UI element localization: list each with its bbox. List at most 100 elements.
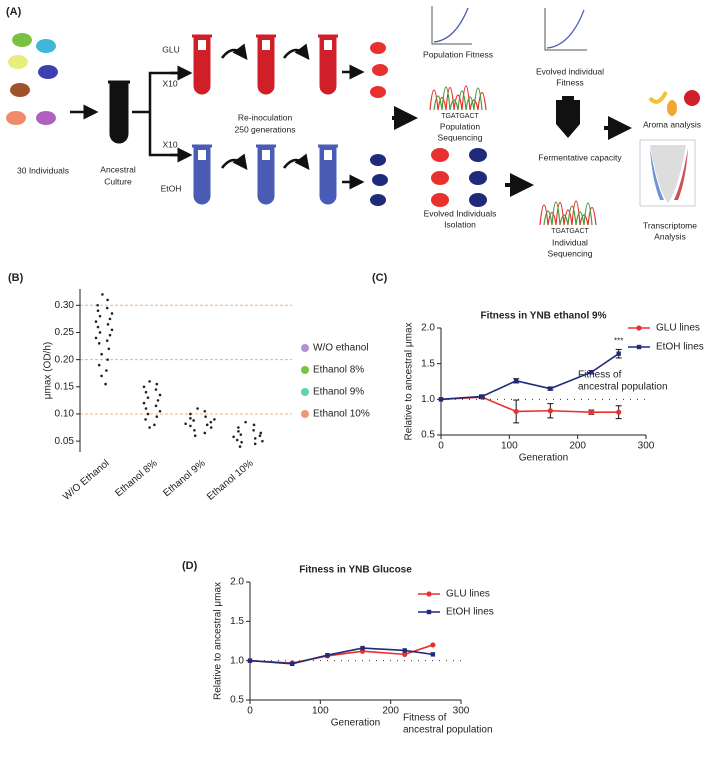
y-tick-label: 0.5 [421, 430, 435, 441]
legend-label: GLU lines [656, 323, 700, 334]
isolation-label: Evolved Individuals [424, 208, 497, 218]
x-axis-label: Generation [331, 718, 380, 729]
x-tick-label: W/O Ethanol [61, 458, 112, 503]
branch-name: EtOH [161, 183, 182, 193]
transcriptome: Transcriptome [643, 220, 697, 230]
data-point [98, 331, 102, 334]
data-point [146, 412, 150, 416]
data-point [204, 415, 207, 418]
y-tick-label: 1.5 [421, 358, 435, 369]
data-point [100, 352, 103, 356]
chart-title: Fitness in YNB ethanol 9% [481, 311, 607, 322]
data-point [144, 418, 147, 421]
chromatogram [539, 200, 597, 226]
reinoculation-label: 250 generations [235, 124, 296, 134]
data-point [94, 336, 98, 340]
panel-label: (D) [182, 560, 198, 572]
legend-label: GLU lines [446, 589, 490, 600]
data-point [94, 320, 98, 323]
data-point [203, 431, 207, 435]
data-point [96, 304, 99, 307]
data-point [97, 363, 101, 367]
legend-swatch [301, 410, 309, 418]
y-tick-label: 0.10 [55, 409, 75, 420]
data-point [148, 380, 151, 383]
reference-label: Fitness of [578, 370, 622, 381]
fork [132, 71, 186, 157]
data-point [104, 382, 107, 386]
start-label: 30 Individuals [17, 165, 69, 175]
data-point [479, 394, 485, 399]
y-tick-label: 0.25 [55, 327, 75, 338]
aroma: Aroma analysis [643, 119, 701, 129]
data-point [189, 412, 192, 416]
x-tick-label: Ethanol 10% [205, 458, 256, 503]
data-point [156, 399, 160, 402]
legend-label: EtOH lines [446, 607, 494, 618]
chart-title: Fitness in YNB Glucose [299, 565, 412, 576]
fermenter [556, 96, 580, 138]
data-point [146, 396, 150, 399]
data-point [189, 424, 192, 428]
x-tick-label: 300 [638, 441, 655, 452]
data-point [402, 651, 408, 657]
fitness-icon [544, 8, 587, 51]
x-tick-label: 300 [453, 706, 470, 717]
x-tick-label: 100 [312, 706, 329, 717]
x-axis-label: Generation [519, 453, 568, 464]
data-point [154, 388, 158, 391]
data-point [189, 417, 192, 420]
data-point [253, 437, 257, 440]
legend-marker [636, 344, 642, 350]
population-fitness: Population Fitness [423, 49, 493, 59]
data-point [144, 407, 148, 410]
x-tick-label: 200 [382, 706, 399, 717]
y-tick-label: 0.20 [55, 354, 75, 365]
chromatogram [543, 201, 593, 226]
legend-label: EtOH lines [656, 342, 704, 353]
volcano-plot [639, 139, 696, 207]
fermentative: Fermentative capacity [538, 152, 622, 162]
evolved-fitness: Fitness [556, 77, 583, 87]
data-point [244, 420, 247, 424]
data-point [154, 404, 158, 408]
data-point [430, 652, 436, 657]
y-tick-label: 0.15 [55, 381, 75, 392]
legend-swatch [301, 366, 309, 374]
y-axis-label: μmax (OD/h) [43, 342, 54, 399]
ancestor-label: Ancestral [100, 164, 136, 174]
reference-label: ancestral population [578, 382, 668, 393]
x-tick-label: 0 [247, 706, 253, 717]
fitness-curve [546, 9, 585, 49]
yeast-cells [6, 33, 58, 125]
y-tick-label: 0.5 [230, 695, 244, 706]
ancestor-label: Culture [104, 176, 132, 186]
y-tick-label: 0.30 [55, 300, 75, 311]
data-point [106, 323, 110, 326]
legend-label: Ethanol 10% [313, 409, 370, 420]
sequence: TGATGACT [441, 113, 479, 120]
data-point [142, 385, 146, 389]
data-point [589, 370, 594, 375]
data-point [253, 442, 257, 446]
data-point [238, 445, 242, 448]
data-point [110, 312, 114, 315]
data-point [237, 430, 240, 433]
y-tick-label: 1.5 [230, 616, 244, 627]
data-point [261, 439, 264, 443]
isolation-label: Isolation [444, 219, 476, 229]
legend-label: Ethanol 8% [313, 365, 364, 376]
chromatogram [429, 85, 487, 111]
legend-label: W/O ethanol [313, 343, 369, 354]
data-point [193, 428, 196, 432]
data-point [196, 407, 199, 410]
series-line [440, 353, 620, 401]
chromatogram [433, 86, 483, 111]
legend-swatch [301, 344, 309, 352]
data-point [110, 328, 114, 332]
x-tick-label: 100 [501, 441, 518, 452]
data-point [105, 306, 109, 310]
data-point [142, 401, 146, 405]
fitness-curve [433, 7, 469, 43]
